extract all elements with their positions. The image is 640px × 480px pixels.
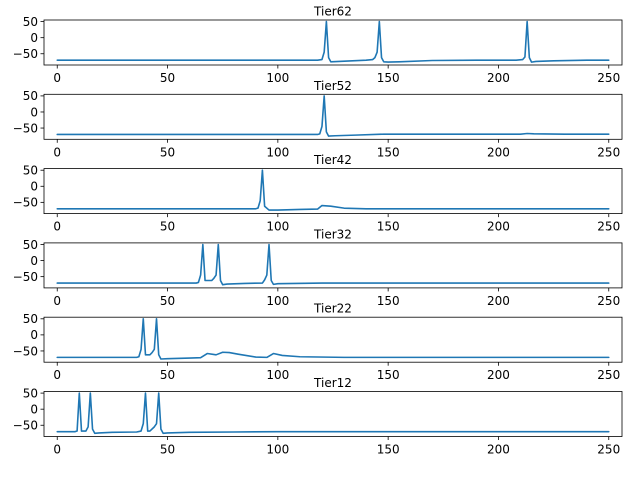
x-tick-label: 50 (160, 443, 175, 457)
x-tick-label: 0 (53, 294, 61, 308)
x-tick-label: 250 (597, 220, 620, 234)
x-tick-label: 200 (487, 145, 510, 159)
series-line (56, 318, 610, 360)
axes-frame (43, 19, 623, 66)
y-tick-label: 0 (30, 180, 38, 194)
subplot-3: 0 50 100 150 200 250 50 0 −50 Tier42 (13, 153, 623, 234)
subplot-5: 0 50 100 150 200 250 50 0 −50 Tier22 (13, 302, 623, 382)
y-tick-label: 50 (23, 386, 38, 400)
subplot-6: 0 50 100 150 200 250 50 0 −50 Tier12 (13, 376, 623, 457)
x-tick-label: 200 (487, 443, 510, 457)
y-tick-label: −50 (13, 270, 38, 284)
subplot-4: 0 50 100 150 200 250 50 0 −50 Tier32 (13, 227, 623, 308)
y-tick-label: 0 (30, 31, 38, 45)
y-tick-label: −50 (13, 344, 38, 358)
x-tick-label: 150 (377, 443, 400, 457)
series-line (56, 169, 610, 211)
subplot-1: 0 50 100 150 200 250 50 0 −50 Tier62 (13, 5, 623, 85)
x-tick-label: 100 (266, 145, 289, 159)
x-tick-label: 50 (160, 71, 175, 85)
x-tick-label: 0 (53, 220, 61, 234)
x-tick-label: 50 (160, 368, 175, 382)
x-tick-label: 50 (160, 294, 175, 308)
axes-frame (43, 316, 623, 363)
y-tick-label: −50 (13, 47, 38, 61)
y-tick-label: 50 (23, 89, 38, 103)
x-tick-label: 150 (377, 368, 400, 382)
y-tick-label: 50 (23, 164, 38, 178)
x-tick-label: 100 (266, 294, 289, 308)
x-tick-label: 0 (53, 145, 61, 159)
subplot-title: Tier32 (313, 227, 352, 241)
x-tick-label: 200 (487, 294, 510, 308)
x-tick-label: 250 (597, 71, 620, 85)
x-tick-label: 100 (266, 220, 289, 234)
x-tick-label: 100 (266, 71, 289, 85)
y-tick-label: 0 (30, 328, 38, 342)
x-tick-label: 150 (377, 220, 400, 234)
y-tick-label: −50 (13, 121, 38, 135)
y-tick-label: 50 (23, 15, 38, 29)
subplot-title: Tier62 (313, 5, 352, 19)
axes-frame (43, 168, 623, 215)
x-tick-label: 250 (597, 294, 620, 308)
x-tick-label: 200 (487, 368, 510, 382)
y-tick-label: −50 (13, 419, 38, 433)
x-tick-label: 250 (597, 443, 620, 457)
y-tick-label: 0 (30, 105, 38, 119)
x-tick-label: 200 (487, 220, 510, 234)
x-tick-label: 0 (53, 368, 61, 382)
axes-frame (43, 93, 623, 140)
x-tick-label: 150 (377, 145, 400, 159)
subplot-title: Tier22 (313, 302, 352, 316)
subplot-title: Tier52 (313, 79, 352, 93)
x-tick-label: 150 (377, 71, 400, 85)
x-tick-label: 50 (160, 220, 175, 234)
x-tick-label: 200 (487, 71, 510, 85)
y-tick-label: 50 (23, 238, 38, 252)
series-line (56, 95, 610, 137)
x-tick-label: 250 (597, 368, 620, 382)
subplot-2: 0 50 100 150 200 250 50 0 −50 Tier52 (13, 79, 623, 159)
series-line (56, 392, 610, 435)
y-tick-label: −50 (13, 196, 38, 210)
series-line (56, 20, 610, 63)
x-tick-label: 250 (597, 145, 620, 159)
x-tick-label: 0 (53, 71, 61, 85)
x-tick-label: 50 (160, 145, 175, 159)
subplot-title: Tier12 (313, 376, 352, 390)
axes-frame (43, 242, 623, 289)
x-tick-label: 100 (266, 443, 289, 457)
x-tick-label: 0 (53, 443, 61, 457)
subplot-title: Tier42 (313, 153, 352, 167)
series-line (56, 243, 610, 286)
axes-frame (43, 391, 623, 437)
x-tick-label: 100 (266, 368, 289, 382)
y-tick-label: 0 (30, 254, 38, 268)
y-tick-label: 50 (23, 312, 38, 326)
y-tick-label: 0 (30, 402, 38, 416)
x-tick-label: 150 (377, 294, 400, 308)
